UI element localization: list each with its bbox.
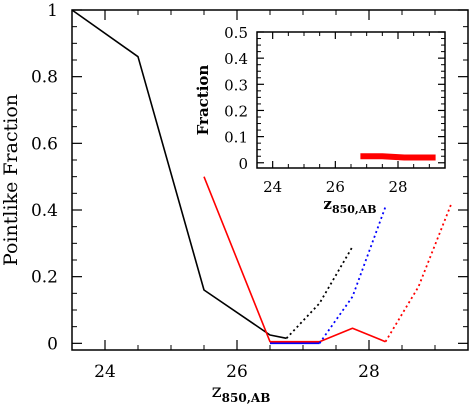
main-xlabel-subscript: 850,AB <box>222 391 271 404</box>
main-series-group <box>71 9 453 345</box>
main-ytick-label: 0.4 <box>31 201 58 221</box>
svg-text:z850,AB: z850,AB <box>212 380 271 404</box>
main-xtick-label: 24 <box>94 362 116 382</box>
main-series-black-dotted <box>285 246 354 339</box>
inset-ytick-label: 0.2 <box>224 102 248 120</box>
main-ytick-label: 0.2 <box>31 268 58 288</box>
inset-xaxis-title: z850,AB <box>323 195 376 216</box>
main-series-red-solid <box>203 176 386 343</box>
main-xaxis-title: z850,AB <box>212 380 271 404</box>
inset-xtick-label: 24 <box>263 178 282 196</box>
inset-series-red-thick <box>360 153 436 161</box>
main-xtick-label: 26 <box>226 362 248 382</box>
inset-plot-frame <box>256 31 446 169</box>
inset-ylabel: Fraction <box>194 65 212 136</box>
inset-axis-ticks: 24 26 28 0 0.1 0.2 0.3 0.4 0.5 <box>224 24 446 196</box>
main-axis-ticks: 24 26 28 0 0.2 0.4 0.6 0.8 1 <box>31 1 469 382</box>
main-series-red-dotted <box>384 202 453 343</box>
main-series-black-solid <box>71 9 287 340</box>
main-series-blue-dotted <box>318 206 387 344</box>
inset-ytick-label: 0 <box>238 155 248 173</box>
inset-ytick-label: 0.5 <box>224 24 248 42</box>
main-xtick-label: 28 <box>358 362 380 382</box>
main-ytick-label: 0 <box>47 334 58 354</box>
main-ytick-label: 1 <box>47 1 58 21</box>
inset-xtick-label: 26 <box>326 178 345 196</box>
inset-ytick-label: 0.4 <box>224 50 248 68</box>
svg-text:z850,AB: z850,AB <box>323 195 376 216</box>
main-ytick-label: 0.6 <box>31 134 58 154</box>
inset-xlabel: z <box>323 195 332 213</box>
inset-ytick-label: 0.1 <box>224 129 248 147</box>
inset-xtick-label: 28 <box>388 178 407 196</box>
main-xlabel: z <box>212 380 222 402</box>
inset-ytick-label: 0.3 <box>224 76 248 94</box>
main-ylabel: Pointlike Fraction <box>0 94 22 266</box>
inset-series-group <box>360 153 436 161</box>
inset-xlabel-subscript: 850,AB <box>332 203 377 216</box>
main-ytick-label: 0.8 <box>31 68 58 88</box>
